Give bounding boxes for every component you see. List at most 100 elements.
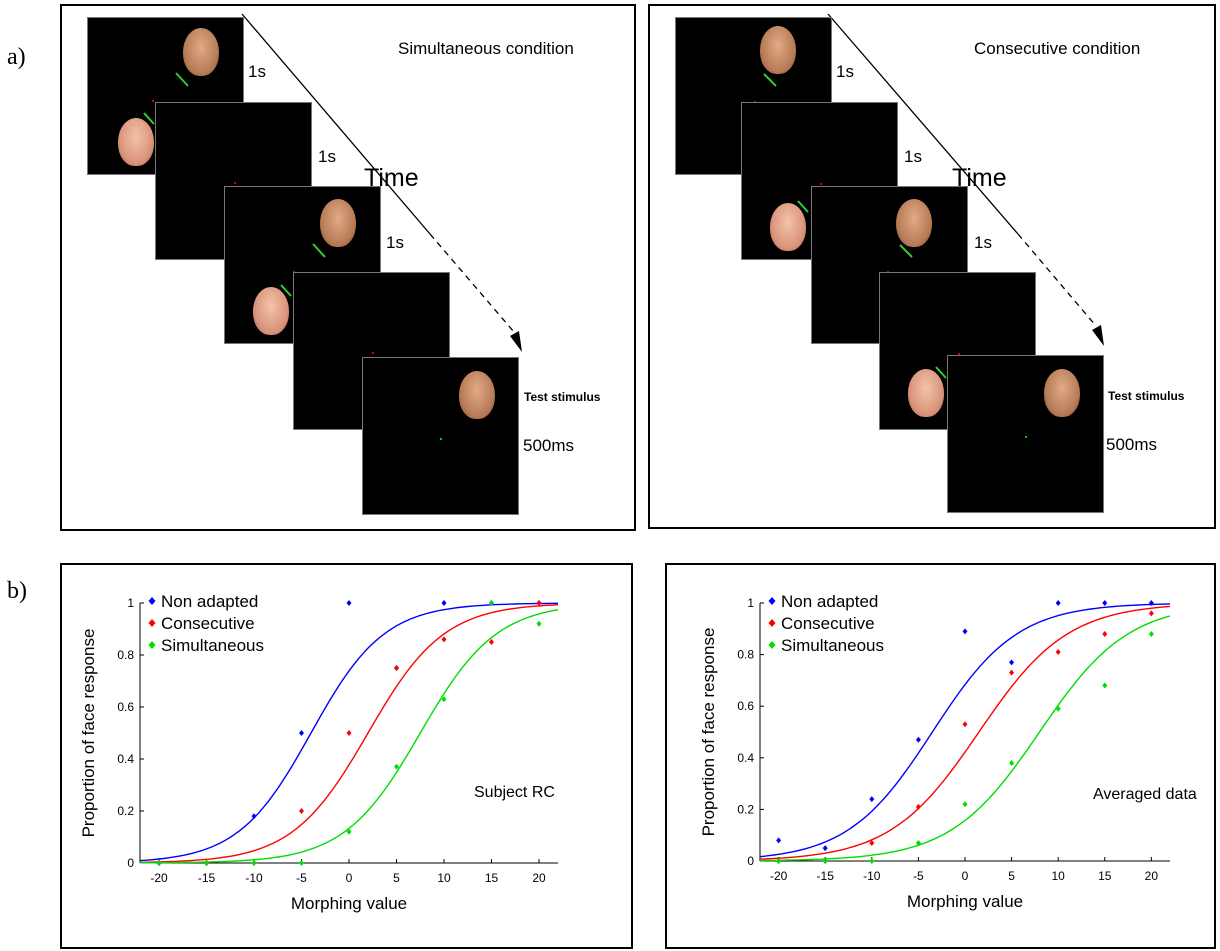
y-tick-label: 0.6 <box>117 700 134 714</box>
fit-curve-simultaneous <box>760 615 1171 862</box>
duration-label: 1s <box>836 62 854 81</box>
x-tick-label: -5 <box>296 871 307 885</box>
data-point <box>346 600 352 606</box>
y-tick-label: 0 <box>127 856 134 870</box>
green-arrow-icon <box>280 243 326 297</box>
y-tick-label: 1 <box>747 596 754 610</box>
duration-label: 1s <box>904 147 922 166</box>
fit-curve-non-adapted <box>139 602 558 862</box>
data-point <box>822 858 828 864</box>
x-tick-label: 20 <box>532 871 546 885</box>
legend-entry: Consecutive <box>781 614 875 633</box>
data-point <box>1009 659 1015 666</box>
x-tick-label: 10 <box>1052 869 1066 883</box>
fit-curve-consecutive <box>759 605 1171 860</box>
legend-marker <box>768 619 776 627</box>
fixation-point <box>440 438 442 440</box>
data-point <box>915 736 921 743</box>
test-stimulus-screen <box>947 355 1104 513</box>
data-point <box>489 639 494 645</box>
x-tick-label: -5 <box>913 869 924 883</box>
data-point <box>962 628 968 635</box>
data-point <box>489 600 494 606</box>
chart-annotation: Averaged data <box>1093 786 1197 803</box>
data-point <box>915 839 921 846</box>
fixation-point <box>820 183 822 185</box>
x-tick-label: 0 <box>962 869 969 883</box>
chart-frame-averaged-data: -20 -15 -10 -5 0 5 10 15 20 0 0.2 0.4 0.6 0.8 1 Morphin… <box>665 563 1216 949</box>
data-point <box>394 763 399 770</box>
x-tick-label: -20 <box>150 871 168 885</box>
data-point <box>1148 630 1154 637</box>
green-arrow-icon <box>899 244 913 258</box>
legend-entry: Simultaneous <box>781 636 884 655</box>
data-point <box>299 808 304 814</box>
female-face <box>908 369 944 417</box>
consecutive-condition-panel: Consecutive condition Time 1s 1s 1s T <box>648 4 1216 529</box>
data-point <box>299 730 304 736</box>
y-tick-label: 0.6 <box>737 699 754 713</box>
data-point <box>441 636 447 643</box>
legend-entry: Simultaneous <box>161 636 264 655</box>
chart-averaged-data: -20 -15 -10 -5 0 5 10 15 20 0 0.2 0.4 0.6 0.8 1 Morphin… <box>699 592 1197 911</box>
fit-curve-non-adapted <box>759 603 1171 858</box>
legend-entry: Consecutive <box>161 614 255 633</box>
fixation-point <box>958 353 960 355</box>
fit-curve-simultaneous <box>140 609 559 864</box>
data-point <box>869 858 875 864</box>
y-axis-label: Proportion of face response <box>79 629 98 838</box>
y-tick-label: 0.2 <box>737 802 754 816</box>
test-stimulus-label: Test stimulus <box>1108 389 1185 403</box>
x-tick-label: 20 <box>1145 869 1159 883</box>
x-tick-label: -10 <box>245 871 263 885</box>
x-tick-label: 5 <box>1008 869 1015 883</box>
legend-marker <box>148 641 156 649</box>
data-point <box>441 696 447 703</box>
duration-label: 1s <box>386 233 404 252</box>
data-point <box>394 665 399 671</box>
panel-label-b: b) <box>7 578 27 604</box>
fixation-point <box>372 352 374 354</box>
legend-marker <box>148 619 156 627</box>
male-face <box>183 28 219 76</box>
female-face <box>253 287 289 335</box>
duration-label: 1s <box>248 62 266 81</box>
data-point <box>536 600 542 606</box>
female-face <box>770 203 806 251</box>
duration-label: 1s <box>318 147 336 166</box>
x-tick-label: -15 <box>817 869 835 883</box>
data-point <box>346 730 352 736</box>
data-point <box>1102 682 1108 689</box>
chart-annotation: Subject RC <box>474 784 555 801</box>
data-point <box>1148 600 1154 606</box>
green-arrow-icon <box>143 72 189 125</box>
simultaneous-condition-panel: Simultaneous condition Time 1s 1s 1s Tes… <box>60 4 636 531</box>
green-arrow-icon <box>763 73 777 87</box>
data-point <box>536 620 542 627</box>
data-point <box>869 839 875 846</box>
legend-entry: Non adapted <box>161 592 258 611</box>
condition-title: Consecutive condition <box>974 39 1141 58</box>
y-tick-label: 0.2 <box>117 804 134 818</box>
y-tick-label: 0.8 <box>737 648 754 662</box>
x-tick-label: 15 <box>485 871 499 885</box>
y-axis-label: Proportion of face response <box>699 628 718 837</box>
test-stimulus-screen <box>362 357 519 515</box>
data-point <box>1148 610 1154 617</box>
x-tick-label: 15 <box>1098 869 1112 883</box>
data-point <box>869 796 875 803</box>
data-point <box>1102 630 1108 637</box>
data-point <box>346 828 352 835</box>
data-point <box>251 860 257 866</box>
legend-marker <box>148 597 156 605</box>
data-point <box>1009 669 1015 676</box>
chart-subject-rc: -20 -15 -10 -5 0 5 10 15 20 0 0.2 0.4 0.6 0.8 1 Morphin… <box>79 592 559 913</box>
data-point <box>156 860 162 866</box>
male-face <box>459 371 495 419</box>
legend-marker <box>768 641 776 649</box>
test-stimulus-label: Test stimulus <box>524 390 601 404</box>
test-duration-label: 500ms <box>1106 435 1158 454</box>
test-duration-label: 500ms <box>523 436 575 455</box>
y-tick-label: 1 <box>127 596 134 610</box>
x-tick-label: 5 <box>393 871 400 885</box>
